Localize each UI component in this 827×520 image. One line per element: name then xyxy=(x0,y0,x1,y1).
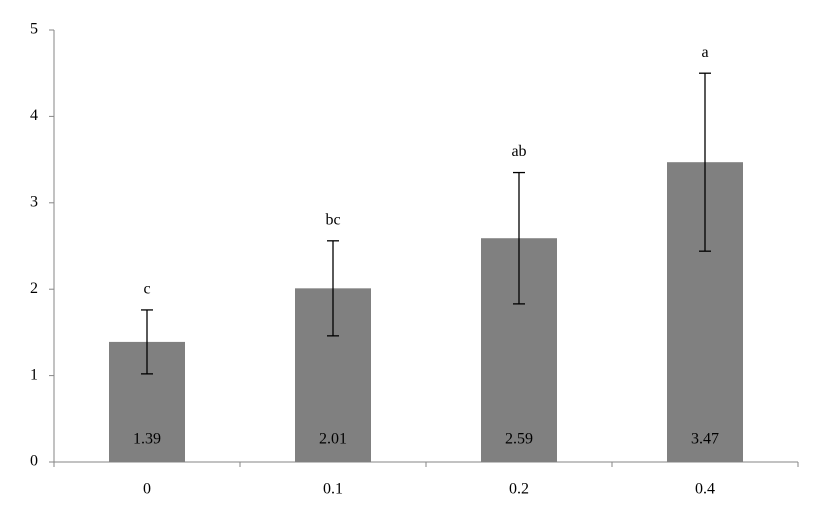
y-tick-label: 1 xyxy=(30,366,38,383)
x-tick-label: 0.4 xyxy=(695,481,715,498)
significance-letter: c xyxy=(143,281,150,298)
x-tick-label: 0 xyxy=(143,481,151,498)
y-tick-label: 3 xyxy=(30,193,38,210)
y-tick-label: 5 xyxy=(30,21,38,38)
value-label: 2.59 xyxy=(505,431,533,448)
significance-letter: bc xyxy=(325,211,340,228)
significance-letter: a xyxy=(701,44,708,61)
x-tick-label: 0.1 xyxy=(323,481,343,498)
y-tick-label: 2 xyxy=(30,280,38,297)
y-tick-label: 0 xyxy=(30,453,38,470)
significance-letter: ab xyxy=(511,143,526,160)
value-label: 2.01 xyxy=(319,431,347,448)
y-tick-label: 4 xyxy=(30,107,38,124)
value-label: 3.47 xyxy=(691,431,719,448)
value-label: 1.39 xyxy=(133,431,161,448)
x-tick-label: 0.2 xyxy=(509,481,529,498)
